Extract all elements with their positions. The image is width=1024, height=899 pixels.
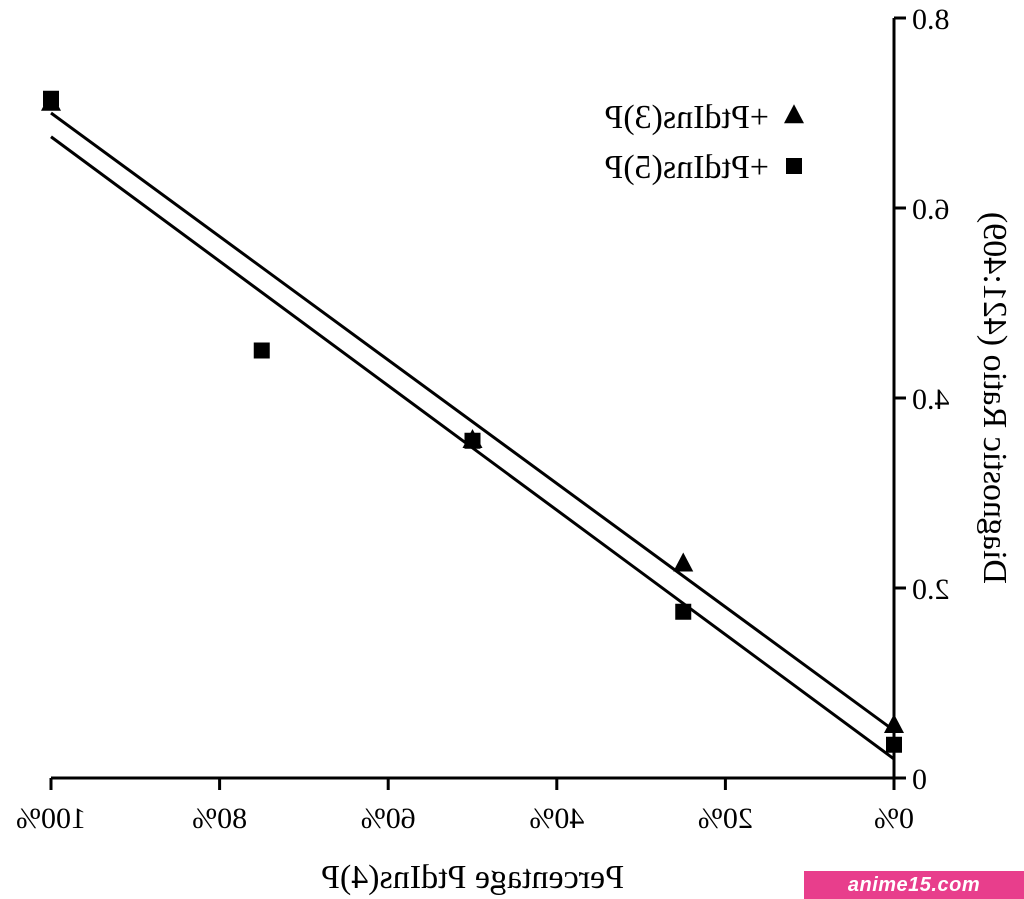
y-tick-label: 0: [912, 763, 927, 796]
x-axis-title: Percentage PtdIns(4)P: [321, 859, 624, 896]
square-point: [464, 432, 481, 449]
legend-marker-square: [786, 158, 802, 174]
legend-label: +PtdIns(5)P: [604, 149, 769, 186]
data-points: [41, 90, 904, 753]
square-point: [886, 736, 902, 753]
triangle-point: [673, 552, 694, 572]
y-axis-title: Diagnostic Ratio (421:409): [976, 212, 1013, 584]
legend-marker-triangle: [784, 104, 804, 124]
legend-label: +PtdIns(3)P: [604, 99, 769, 136]
y-tick-label: 4.0: [912, 383, 950, 416]
y-tick-label: 8.0: [912, 3, 950, 36]
y-tick-label: 6.0: [912, 193, 950, 226]
x-tick-label: 100%: [16, 802, 86, 835]
watermark-badge: anime15.com: [804, 871, 1024, 899]
x-tick-label: 60%: [361, 802, 416, 835]
x-tick-label: 40%: [529, 802, 584, 835]
legend: +PtdIns(3)P +PtdIns(5)P: [604, 99, 804, 186]
triangle-point: [884, 713, 904, 733]
fit-line-series-0: [50, 111, 895, 732]
x-tick-label: 0%: [874, 802, 914, 835]
y-tick-label: 2.0: [912, 573, 950, 606]
square-point: [43, 90, 59, 107]
tick-marks: [49, 16, 906, 790]
square-point: [253, 342, 270, 359]
x-tick-label: 80%: [192, 802, 247, 835]
x-tick-label: 20%: [698, 802, 753, 835]
square-point: [675, 603, 692, 620]
